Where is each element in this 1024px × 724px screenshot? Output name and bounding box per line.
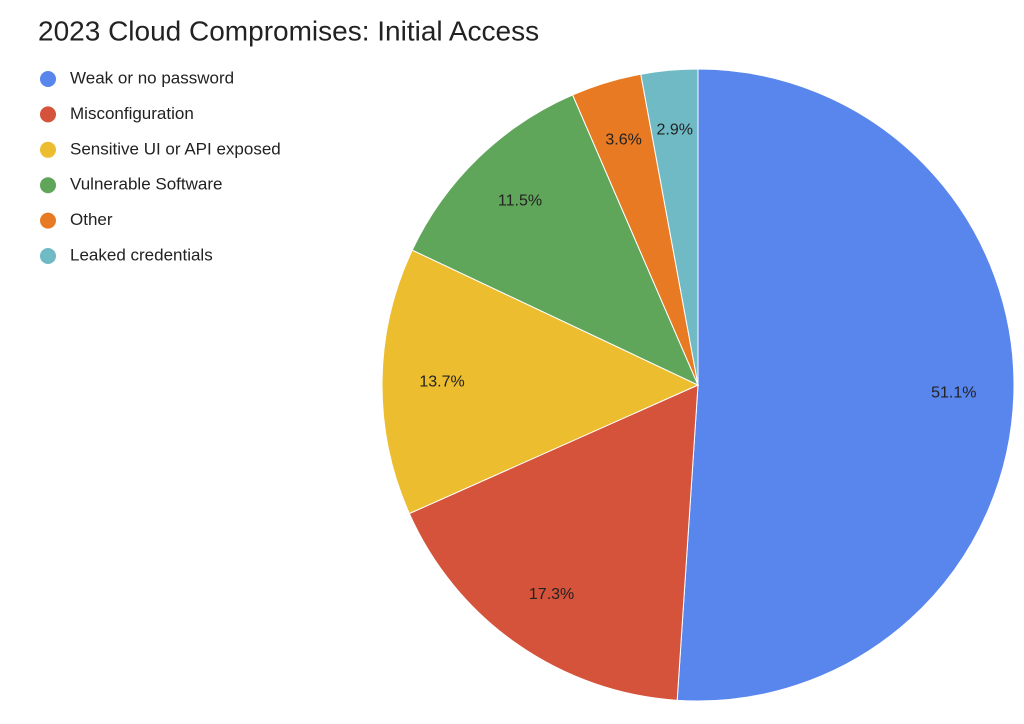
pie-slice (381, 249, 700, 515)
legend-marker (40, 71, 56, 87)
legend-marker (40, 212, 56, 229)
legend-label: Misconfiguration (70, 104, 194, 123)
data-label: 2.9% (657, 121, 693, 138)
legend-marker (40, 248, 56, 264)
pie-slice (640, 68, 699, 386)
legend-label: Leaked credentials (70, 245, 213, 264)
legend-marker (40, 177, 56, 194)
legend-marker (40, 106, 56, 123)
data-label: 17.3% (529, 586, 574, 603)
data-label: 51.1% (931, 385, 976, 402)
legend-label: Sensitive UI or API exposed (70, 139, 281, 158)
legend-marker (40, 141, 56, 158)
legend-label: Vulnerable Software (70, 175, 222, 194)
legend-label: Weak or no password (70, 68, 234, 87)
data-label: 3.6% (605, 131, 641, 148)
pie-slice (411, 94, 699, 387)
legend-label: Other (70, 210, 113, 229)
data-label: 13.7% (419, 373, 464, 390)
pie-slice (676, 68, 1015, 702)
pie-slice (408, 384, 699, 701)
data-label: 11.5% (498, 192, 542, 209)
chart-title: 2023 Cloud Compromises: Initial Access (38, 15, 539, 46)
